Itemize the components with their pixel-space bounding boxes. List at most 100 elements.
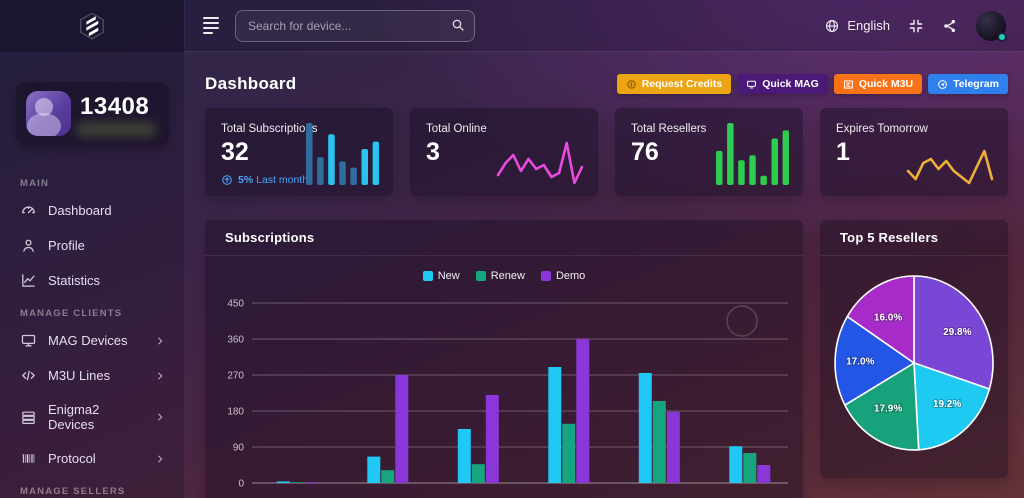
search-input[interactable] xyxy=(235,9,475,42)
logo-bar xyxy=(0,0,184,52)
stat-card-expires-tomorrow: Expires Tomorrow 1 xyxy=(820,108,1008,196)
sidebar-item-label: Enigma2 Devices xyxy=(48,402,100,432)
online-sparkline xyxy=(496,130,584,186)
legend-label: New xyxy=(437,270,460,282)
subscriptions-chart-panel: Subscriptions New Renew Demo 450 360 270 18… xyxy=(205,220,803,498)
telegram-icon xyxy=(937,79,948,90)
legend-label: Renew xyxy=(490,270,525,282)
stat-label: Total Online xyxy=(426,123,487,135)
monitor-icon xyxy=(20,332,37,349)
svg-text:360: 360 xyxy=(227,335,244,346)
main-content: Dashboard Request Credits Quick MAG xyxy=(185,52,1024,498)
request-credits-button[interactable]: Request Credits xyxy=(616,74,732,94)
button-label: Request Credits xyxy=(641,78,723,90)
quick-actions: Request Credits Quick MAG Quick M3U xyxy=(616,74,1008,94)
sidebar-nav: MAIN Dashboard Profile xyxy=(0,168,185,498)
nav-section-clients: MANAGE CLIENTS xyxy=(20,308,123,319)
svg-text:450: 450 xyxy=(227,299,244,310)
sidebar-item-label: Dashboard xyxy=(48,203,112,218)
sidebar-item-label: Protocol xyxy=(48,451,96,466)
sidebar-item-dashboard[interactable]: Dashboard xyxy=(0,193,185,228)
server-icon xyxy=(20,409,37,426)
language-selector[interactable]: English xyxy=(824,18,890,34)
language-label: English xyxy=(847,18,890,33)
chevron-right-icon xyxy=(155,412,165,422)
topbar: English xyxy=(185,0,1024,52)
person-icon xyxy=(20,237,37,254)
sidebar-item-label: Statistics xyxy=(48,273,101,288)
stat-value: 76 xyxy=(631,138,659,166)
subscriptions-bar-chart: 450 360 270 180 90 0 xyxy=(227,299,788,490)
panel-title: Subscriptions xyxy=(205,220,803,256)
chart-legend: New Renew Demo xyxy=(205,270,803,282)
menu-toggle-icon[interactable] xyxy=(203,17,219,34)
telegram-button[interactable]: Telegram xyxy=(928,74,1008,94)
svg-text:17.9%: 17.9% xyxy=(874,404,902,415)
delta-value: 5% xyxy=(238,174,254,186)
legend-item-renew[interactable]: Renew xyxy=(475,270,525,282)
chevron-right-icon xyxy=(155,371,165,381)
coin-icon xyxy=(626,79,637,90)
stat-label: Total Resellers xyxy=(631,123,707,135)
svg-text:90: 90 xyxy=(233,443,245,454)
user-avatar-menu[interactable] xyxy=(976,10,1007,42)
page-title: Dashboard xyxy=(205,74,297,93)
legend-item-new[interactable]: New xyxy=(422,270,460,282)
resellers-sparkline xyxy=(715,121,789,185)
nav-section-main: MAIN xyxy=(20,178,50,189)
search-box xyxy=(235,9,475,42)
stats-row: Total Subscriptions 32 5% Last month Tot… xyxy=(205,108,1008,196)
brand-logo-icon[interactable] xyxy=(77,11,107,41)
stat-label: Total Subscriptions xyxy=(221,123,318,135)
user-name-redacted xyxy=(76,122,156,137)
quick-m3u-button[interactable]: Quick M3U xyxy=(833,74,923,94)
button-label: Telegram xyxy=(953,78,999,90)
sidebar-item-enigma2-devices[interactable]: Enigma2 Devices xyxy=(0,393,185,441)
svg-text:0: 0 xyxy=(238,479,244,490)
sidebar-item-label: M3U Lines xyxy=(48,368,111,383)
monitor-icon xyxy=(746,79,757,90)
title-row: Dashboard Request Credits Quick MAG xyxy=(205,74,1008,94)
playlist-icon xyxy=(843,79,854,90)
sidebar-item-protocol[interactable]: Protocol xyxy=(0,441,185,476)
stat-value: 3 xyxy=(426,138,440,166)
button-label: Quick M3U xyxy=(858,78,914,90)
share-icon[interactable] xyxy=(942,18,958,34)
svg-text:16.0%: 16.0% xyxy=(874,312,902,323)
stat-value: 1 xyxy=(836,138,850,166)
quick-mag-button[interactable]: Quick MAG xyxy=(737,74,828,94)
stat-card-total-online: Total Online 3 xyxy=(410,108,598,196)
sidebar-item-m3u-lines[interactable]: M3U Lines xyxy=(0,358,185,393)
svg-text:270: 270 xyxy=(227,371,244,382)
legend-label: Demo xyxy=(555,270,586,282)
fullscreen-icon[interactable] xyxy=(908,18,924,34)
sidebar-item-profile[interactable]: Profile xyxy=(0,228,185,263)
sidebar-item-label: Profile xyxy=(48,238,85,253)
expires-sparkline xyxy=(906,130,994,186)
user-card[interactable]: 13408 xyxy=(16,82,169,145)
search-icon[interactable] xyxy=(450,17,466,33)
charts-row: Subscriptions New Renew Demo 450 360 270 18… xyxy=(205,220,1008,498)
legend-item-demo[interactable]: Demo xyxy=(540,270,586,282)
subscriptions-sparkline xyxy=(305,121,379,185)
svg-text:29.8%: 29.8% xyxy=(943,327,971,338)
legend-swatch xyxy=(422,271,433,281)
stat-card-total-resellers: Total Resellers 76 xyxy=(615,108,803,196)
gauge-icon xyxy=(20,202,37,219)
globe-icon xyxy=(824,18,840,34)
sidebar-item-mag-devices[interactable]: MAG Devices xyxy=(0,323,185,358)
stat-card-total-subscriptions: Total Subscriptions 32 5% Last month xyxy=(205,108,393,196)
sidebar: 13408 MAIN Dashboard Profile xyxy=(0,0,185,498)
svg-text:180: 180 xyxy=(227,407,244,418)
legend-swatch xyxy=(540,271,551,281)
svg-text:19.2%: 19.2% xyxy=(933,399,961,410)
legend-swatch xyxy=(475,271,486,281)
arrow-up-circle-icon xyxy=(221,174,233,186)
barcode-icon xyxy=(20,450,37,467)
delta-label: Last month xyxy=(256,174,309,186)
user-avatar xyxy=(26,91,71,136)
line-chart-icon xyxy=(20,272,37,289)
sidebar-item-statistics[interactable]: Statistics xyxy=(0,263,185,298)
sidebar-item-label: MAG Devices xyxy=(48,333,128,348)
